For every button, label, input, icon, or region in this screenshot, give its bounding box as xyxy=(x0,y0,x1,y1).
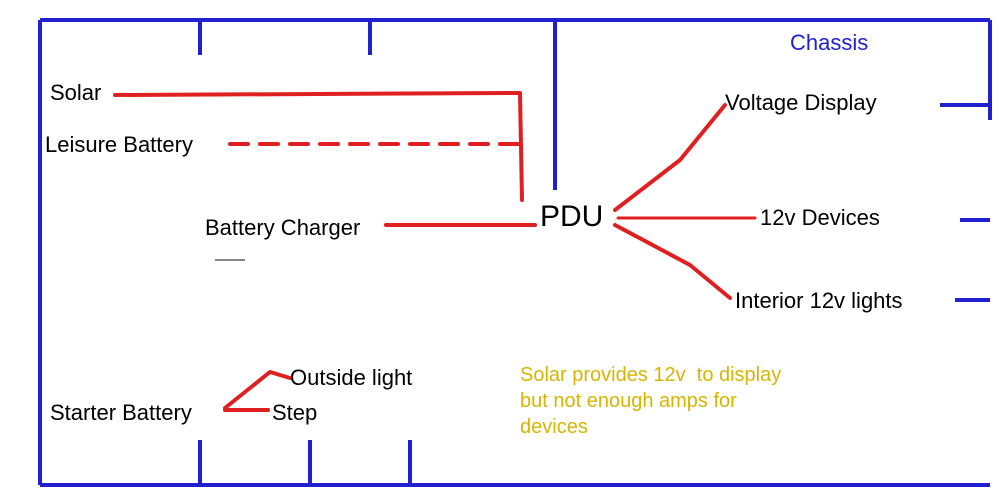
solar-note: Solar provides 12v to display but not en… xyxy=(520,362,781,440)
label-chassis-title: Chassis xyxy=(790,30,868,56)
label-devices-12v: 12v Devices xyxy=(760,205,880,231)
label-leisure-battery: Leisure Battery xyxy=(45,132,193,158)
label-voltage-display: Voltage Display xyxy=(725,90,877,116)
label-step: Step xyxy=(272,400,317,426)
wire-2 xyxy=(615,105,725,210)
label-pdu: PDU xyxy=(540,200,603,234)
label-interior-lights: Interior 12v lights xyxy=(735,288,903,314)
label-solar: Solar xyxy=(50,80,101,106)
label-battery-charger: Battery Charger xyxy=(205,215,360,241)
label-starter-battery: Starter Battery xyxy=(50,400,192,426)
label-outside-light: Outside light xyxy=(290,365,412,391)
wire-4 xyxy=(615,225,730,298)
